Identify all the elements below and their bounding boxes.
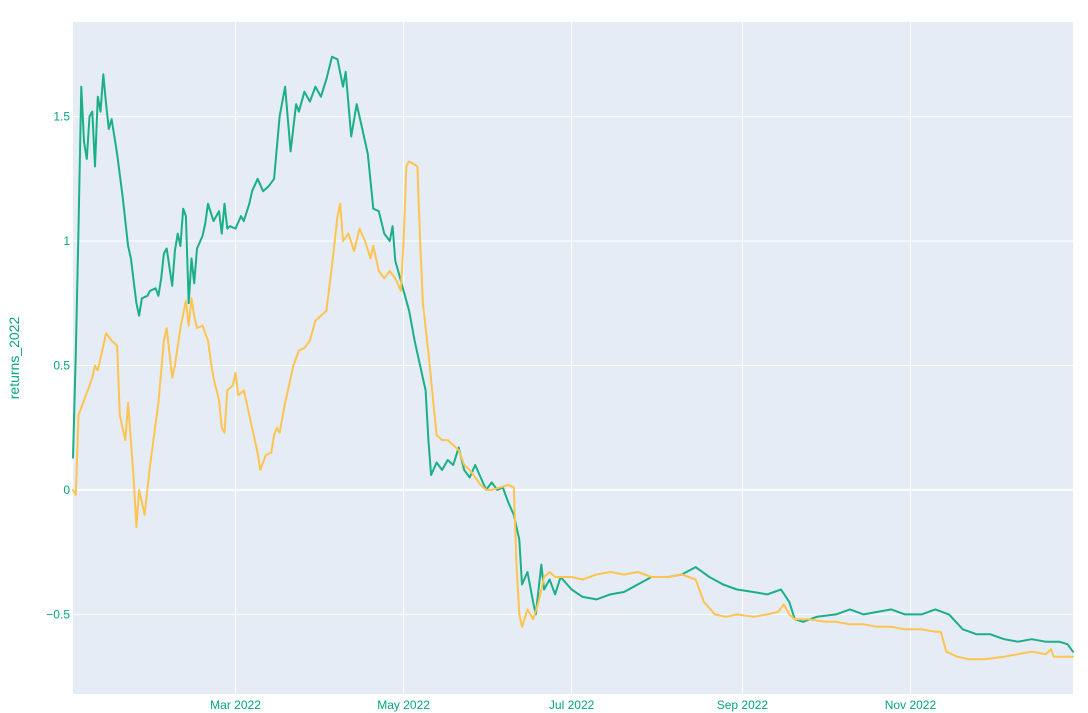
series-line-1 xyxy=(72,55,1074,653)
series-lines xyxy=(72,55,1074,661)
x-tick-label: Jul 2022 xyxy=(549,698,595,712)
y-tick-label: 0.5 xyxy=(53,358,70,372)
x-axis-ticks: Mar 2022 May 2022 Jul 2022 Sep 2022 Nov 2022 xyxy=(210,698,936,712)
y-axis-ticks: 1.5 1 0.5 0 −0.5 xyxy=(46,110,70,622)
gridlines xyxy=(73,22,1073,694)
plot-background xyxy=(73,22,1073,694)
y-tick-label: 1 xyxy=(63,234,70,248)
y-tick-label: 1.5 xyxy=(53,110,70,124)
x-tick-label: May 2022 xyxy=(377,698,430,712)
y-axis-title: returns_2022 xyxy=(6,317,22,400)
x-tick-label: Mar 2022 xyxy=(210,698,261,712)
series-line-2 xyxy=(72,160,1074,661)
y-tick-label: 0 xyxy=(63,483,70,497)
x-tick-label: Sep 2022 xyxy=(717,698,769,712)
x-tick-label: Nov 2022 xyxy=(885,698,937,712)
y-tick-label: −0.5 xyxy=(46,607,70,621)
